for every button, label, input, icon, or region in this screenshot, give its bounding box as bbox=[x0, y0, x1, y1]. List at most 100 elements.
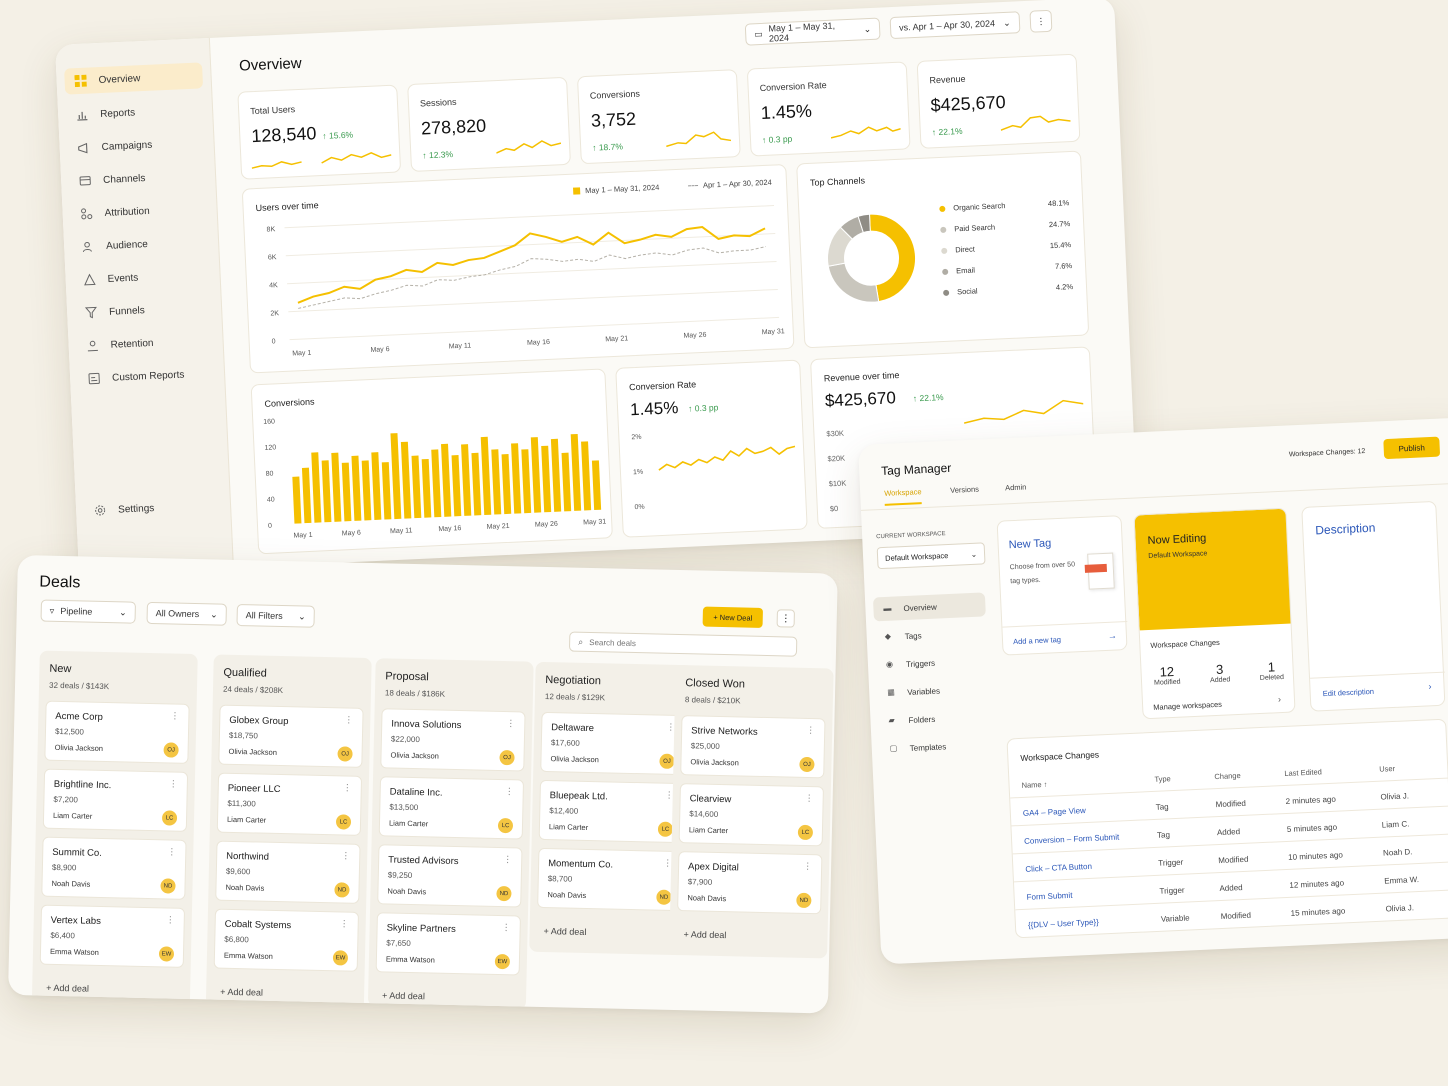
kpi-sparkline bbox=[830, 126, 901, 139]
deal-card[interactable]: Strive Networks $25,000 Olivia Jackson OJ ⋮ bbox=[680, 715, 826, 779]
new-tag-card[interactable]: New Tag Choose from over 50 tag types. A… bbox=[996, 515, 1128, 656]
sidebar-item-overview[interactable]: Overview bbox=[64, 62, 204, 95]
sidebar-item-retention[interactable]: Retention bbox=[76, 327, 215, 359]
deal-card[interactable]: Acme Corp $12,500 Olivia Jackson OJ ⋮ bbox=[44, 700, 190, 764]
deal-value: $22,000 bbox=[390, 734, 420, 745]
publish-button[interactable]: Publish bbox=[1383, 436, 1441, 460]
add-new-tag-link[interactable]: Add a new tag bbox=[1012, 634, 1062, 647]
deal-card[interactable]: Deltaware $17,600 Olivia Jackson OJ ⋮ bbox=[540, 711, 686, 776]
more-vertical-icon[interactable]: ⋮ bbox=[806, 724, 816, 736]
deal-name: Skyline Partners bbox=[386, 922, 456, 936]
deal-card[interactable]: Brightline Inc. $7,200 Liam Carter LC ⋮ bbox=[42, 768, 189, 832]
column-summary: 24 deals / $208K bbox=[222, 684, 284, 696]
deal-card[interactable]: Vertex Labs $6,400 Emma Watson EW ⋮ bbox=[39, 904, 186, 968]
bar bbox=[301, 467, 312, 524]
more-vertical-icon[interactable]: ⋮ bbox=[803, 860, 813, 872]
more-vertical-icon[interactable]: ⋮ bbox=[506, 718, 516, 729]
column-header-name[interactable]: Name ↑ bbox=[1021, 779, 1048, 790]
deal-owner: Liam Carter bbox=[52, 810, 93, 821]
sidebar-item-label: Attribution bbox=[104, 205, 150, 219]
deal-card[interactable]: Dataline Inc. $13,500 Liam Carter LC ⋮ bbox=[378, 776, 525, 840]
nav-item-templates[interactable]: ▢ Templates bbox=[879, 732, 992, 761]
deal-card[interactable]: Clearview $14,600 Liam Carter LC ⋮ bbox=[678, 783, 824, 847]
all-filters[interactable]: All Filters ⌄ bbox=[236, 603, 315, 628]
more-vertical-icon[interactable]: ⋮ bbox=[504, 786, 514, 797]
nav-item-overview[interactable]: ▬ Overview bbox=[872, 592, 986, 622]
more-menu-button[interactable]: ⋮ bbox=[1029, 9, 1053, 33]
table-title: Workspace Changes bbox=[1020, 749, 1100, 763]
cell-name[interactable]: {{DLV – User Type}} bbox=[1027, 917, 1099, 930]
deal-card[interactable]: Innova Solutions $22,000 Olivia Jackson OJ ⋮ bbox=[380, 708, 526, 772]
more-menu-button[interactable]: ⋮ bbox=[776, 609, 795, 628]
channels-legend: Organic Search 48.1% Paid Search 24.7% Direc… bbox=[939, 192, 1074, 303]
sidebar-item-settings[interactable]: Settings bbox=[84, 492, 223, 524]
nav-item-triggers[interactable]: ◉ Triggers bbox=[875, 648, 988, 677]
sidebar-item-channels[interactable]: Channels bbox=[69, 162, 208, 194]
tab-admin[interactable]: Admin bbox=[1004, 482, 1027, 493]
deal-card[interactable]: Pioneer LLC $11,300 Liam Carter LC ⋮ bbox=[216, 772, 363, 836]
workspace-select[interactable]: Default Workspace ⌄ bbox=[876, 542, 986, 570]
tab-workspace[interactable]: Workspace bbox=[884, 487, 923, 506]
more-vertical-icon[interactable]: ⋮ bbox=[168, 778, 178, 789]
more-vertical-icon[interactable]: ⋮ bbox=[341, 850, 351, 861]
add-deal-button[interactable]: + Add deal bbox=[683, 929, 727, 941]
new-deal-button[interactable]: + New Deal bbox=[702, 606, 763, 628]
more-vertical-icon[interactable]: ⋮ bbox=[170, 710, 180, 721]
nav-item-variables[interactable]: ▦ Variables bbox=[877, 676, 990, 705]
tag-manager-window: Tag Manager Workspace Versions Admin Wor… bbox=[858, 417, 1448, 965]
sidebar-item-attribution[interactable]: Attribution bbox=[70, 195, 209, 227]
add-deal-button[interactable]: + Add deal bbox=[46, 982, 90, 994]
more-vertical-icon[interactable]: ⋮ bbox=[344, 714, 354, 725]
y-tick: 1% bbox=[633, 469, 643, 476]
more-vertical-icon[interactable]: ⋮ bbox=[165, 914, 175, 925]
edit-description-link[interactable]: Edit description bbox=[1322, 686, 1375, 699]
card-divider bbox=[1310, 671, 1445, 679]
compare-range-picker[interactable]: vs. Apr 1 – Apr 30, 2024 ⌄ bbox=[889, 11, 1021, 40]
cell-name[interactable]: Click – CTA Button bbox=[1025, 861, 1093, 874]
deal-card[interactable]: Skyline Partners $7,650 Emma Watson EW ⋮ bbox=[375, 912, 521, 976]
deal-name: Pioneer LLC bbox=[227, 782, 281, 796]
more-vertical-icon[interactable]: ⋮ bbox=[342, 782, 352, 793]
owners-filter[interactable]: All Owners ⌄ bbox=[146, 601, 227, 626]
more-vertical-icon[interactable]: ⋮ bbox=[167, 846, 177, 857]
sidebar-item-audience[interactable]: Audience bbox=[72, 228, 211, 260]
deal-card[interactable]: Apex Digital $7,900 Noah Davis ND ⋮ bbox=[677, 851, 823, 915]
nav-item-tags[interactable]: ◆ Tags bbox=[874, 620, 987, 649]
more-vertical-icon[interactable]: ⋮ bbox=[501, 922, 511, 933]
more-vertical-icon[interactable]: ⋮ bbox=[339, 918, 349, 929]
pipeline-filter[interactable]: ▿ Pipeline ⌄ bbox=[40, 599, 136, 624]
deal-card[interactable]: Summit Co. $8,900 Noah Davis ND ⋮ bbox=[41, 836, 187, 900]
legend-label: Paid Search bbox=[954, 222, 996, 234]
search-deals-field[interactable] bbox=[589, 637, 770, 651]
date-range-picker[interactable]: ▭ May 1 – May 31, 2024 ⌄ bbox=[744, 17, 881, 46]
kpi-delta: ↑ 18.7% bbox=[591, 141, 624, 153]
deal-card[interactable]: Cobalt Systems $6,800 Emma Watson EW ⋮ bbox=[213, 908, 359, 972]
nav-item-folders[interactable]: ▰ Folders bbox=[878, 704, 991, 733]
add-deal-button[interactable]: + Add deal bbox=[381, 990, 426, 1002]
cell-name[interactable]: GA4 – Page View bbox=[1022, 806, 1087, 818]
add-deal-button[interactable]: + Add deal bbox=[220, 986, 264, 998]
more-vertical-icon[interactable]: ⋮ bbox=[804, 792, 814, 804]
sidebar-item-events[interactable]: Events bbox=[73, 261, 212, 293]
sidebar-item-custom-reports[interactable]: Custom Reports bbox=[78, 360, 217, 392]
bar bbox=[381, 462, 392, 520]
grid-icon bbox=[74, 74, 87, 88]
cell-name[interactable]: Conversion – Form Submit bbox=[1023, 832, 1120, 846]
tab-versions[interactable]: Versions bbox=[949, 484, 980, 495]
add-deal-button[interactable]: + Add deal bbox=[543, 926, 587, 937]
sidebar-item-funnels[interactable]: Funnels bbox=[75, 294, 214, 326]
more-vertical-icon[interactable]: ⋮ bbox=[503, 854, 513, 865]
bar bbox=[561, 452, 572, 512]
manage-workspaces-link[interactable]: Manage workspaces bbox=[1153, 699, 1223, 712]
avatar: OJ bbox=[799, 756, 815, 773]
sidebar-item-reports[interactable]: Reports bbox=[66, 96, 205, 128]
deal-card[interactable]: Globex Group $18,750 Olivia Jackson OJ ⋮ bbox=[218, 704, 364, 768]
deal-owner: Liam Carter bbox=[688, 825, 729, 836]
deal-card[interactable]: Trusted Advisors $9,250 Noah Davis ND ⋮ bbox=[377, 844, 523, 908]
deal-card[interactable]: Momentum Co. $8,700 Noah Davis ND ⋮ bbox=[537, 847, 683, 912]
search-deals-input[interactable]: ⌕ bbox=[568, 631, 798, 657]
sidebar-item-campaigns[interactable]: Campaigns bbox=[67, 129, 206, 161]
cell-name[interactable]: Form Submit bbox=[1026, 890, 1073, 902]
deal-card[interactable]: Bluepeak Ltd. $12,400 Liam Carter LC ⋮ bbox=[538, 779, 684, 844]
deal-card[interactable]: Northwind $9,600 Noah Davis ND ⋮ bbox=[215, 840, 361, 904]
